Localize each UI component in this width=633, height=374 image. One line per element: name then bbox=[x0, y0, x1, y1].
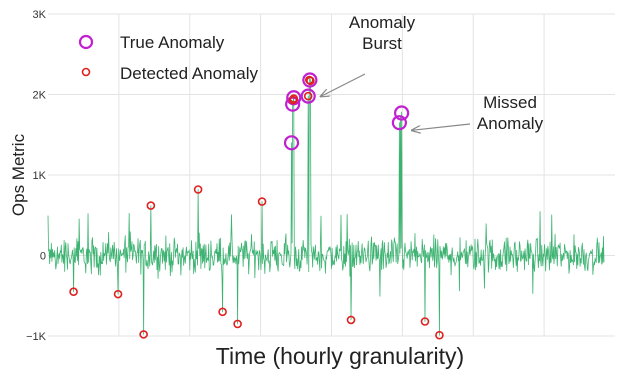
detected-anomaly-marker bbox=[420, 317, 430, 326]
detected-anomaly-marker bbox=[303, 91, 313, 101]
annotation-text: Anomaly Burst bbox=[349, 13, 416, 53]
annotations: Anomaly Burst Missed Anomaly bbox=[321, 13, 544, 133]
true-anomaly-marker bbox=[285, 96, 301, 112]
legend-detected-anomaly-label: Detected Anomaly bbox=[120, 64, 258, 83]
y-tick-label: −1K bbox=[26, 331, 47, 343]
true-anomaly-marker bbox=[302, 72, 318, 88]
y-tick-label: 0 bbox=[40, 251, 46, 263]
detected-anomaly-marker bbox=[218, 307, 227, 317]
detected-anomaly-marker bbox=[139, 330, 148, 339]
y-tick-labels: 3K 2K 1K 0 −1K bbox=[26, 9, 47, 343]
detected-anomaly-marker bbox=[257, 197, 267, 206]
annotation-text: Missed Anomaly bbox=[477, 93, 544, 133]
series-line bbox=[47, 78, 605, 336]
detected-anomaly-marker bbox=[346, 315, 356, 325]
y-tick-label: 3K bbox=[33, 9, 47, 21]
legend-true-anomaly-label: True Anomaly bbox=[120, 33, 225, 52]
detected-anomaly-marker bbox=[113, 289, 123, 299]
detected-anomaly-marker bbox=[306, 76, 315, 86]
anomaly-markers bbox=[69, 72, 444, 340]
detected-anomaly-marker bbox=[435, 330, 444, 340]
detected-anomaly-marker bbox=[289, 94, 299, 103]
detected-anomaly-marker bbox=[233, 319, 242, 329]
detected-anomaly-marker bbox=[193, 185, 203, 194]
legend-detected-anomaly-marker bbox=[81, 67, 91, 77]
x-axis-title: Time (hourly granularity) bbox=[216, 343, 464, 369]
annotation-arrow bbox=[412, 123, 471, 130]
y-tick-label: 1K bbox=[33, 170, 47, 182]
detected-anomaly-marker bbox=[69, 287, 78, 297]
y-tick-label: 2K bbox=[33, 90, 47, 102]
detected-anomaly-marker bbox=[146, 201, 156, 210]
true-anomaly-marker bbox=[391, 115, 407, 131]
true-anomaly-marker bbox=[394, 105, 410, 121]
ops-metric-series bbox=[47, 78, 605, 336]
true-anomaly-marker bbox=[283, 135, 300, 151]
legend: True Anomaly Detected Anomaly bbox=[78, 33, 258, 83]
legend-true-anomaly-marker bbox=[78, 34, 94, 50]
true-anomaly-marker bbox=[300, 88, 316, 104]
y-axis-title: Ops Metric bbox=[9, 133, 28, 216]
annotation-arrow bbox=[321, 73, 366, 97]
grid-lines bbox=[48, 13, 615, 337]
